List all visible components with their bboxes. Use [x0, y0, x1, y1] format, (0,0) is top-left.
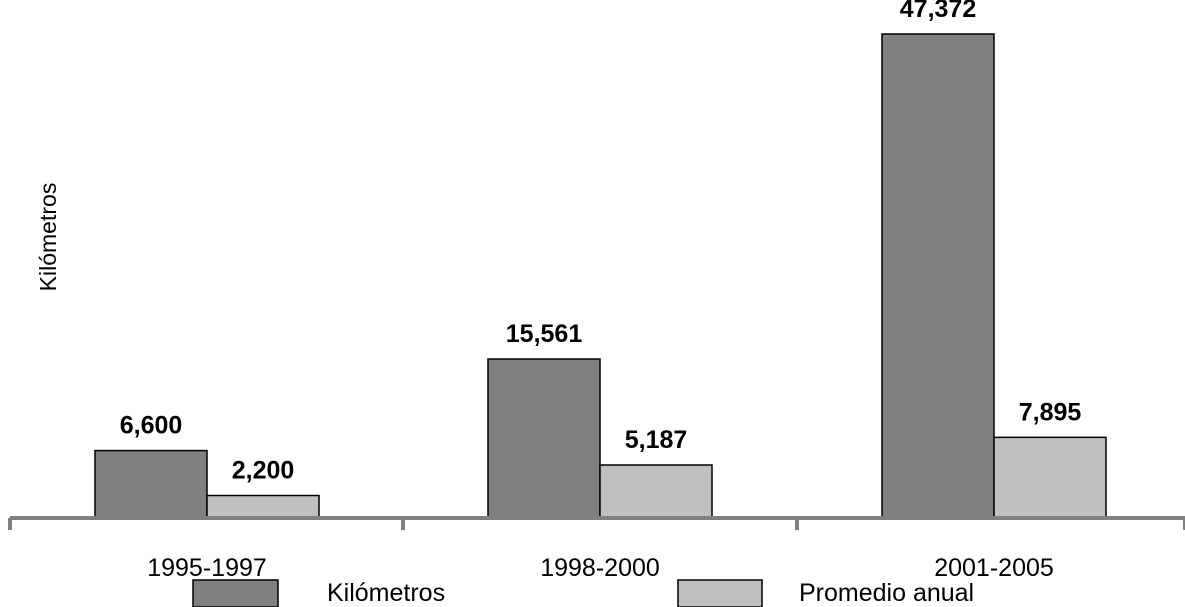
bar-kilometros-1998-2000 — [487, 358, 601, 519]
y-axis-label: Kilómetros — [35, 183, 61, 292]
bar-kilometros-1995-1997 — [94, 449, 208, 519]
legend-label-kilometros: Kilómetros — [327, 579, 445, 607]
x-axis-ticks — [8, 518, 1185, 530]
legend-swatch-kilometros — [192, 579, 279, 607]
value-label-kilometros-1998-2000: 15,561 — [506, 320, 583, 348]
legend-swatch-promedio-anual — [677, 579, 763, 607]
value-label-kilometros-1995-1997: 6,600 — [120, 412, 183, 440]
value-label-promedio-anual-1998-2000: 5,187 — [625, 426, 688, 454]
bars-group — [94, 33, 1107, 519]
category-labels-group: 1995-1997 1998-2000 2001-2005 — [147, 554, 1054, 582]
value-label-promedio-anual-2001-2005: 7,895 — [1019, 398, 1082, 426]
legend: Kilómetros Promedio anual — [192, 579, 974, 607]
bar-promedio-anual-2001-2005 — [993, 436, 1107, 519]
legend-label-promedio-anual: Promedio anual — [799, 579, 974, 607]
bar-promedio-anual-1995-1997 — [206, 494, 320, 519]
category-label-1998-2000: 1998-2000 — [540, 554, 660, 582]
bar-promedio-anual-1998-2000 — [599, 464, 713, 519]
category-label-1995-1997: 1995-1997 — [147, 554, 267, 582]
bar-kilometros-2001-2005 — [881, 33, 995, 519]
value-label-kilometros-2001-2005: 47,372 — [900, 0, 976, 23]
value-label-promedio-anual-1995-1997: 2,200 — [232, 457, 295, 485]
category-label-2001-2005: 2001-2005 — [934, 554, 1054, 582]
value-labels-group: 6,600 2,200 15,561 5,187 47,372 7,895 — [120, 0, 1082, 485]
